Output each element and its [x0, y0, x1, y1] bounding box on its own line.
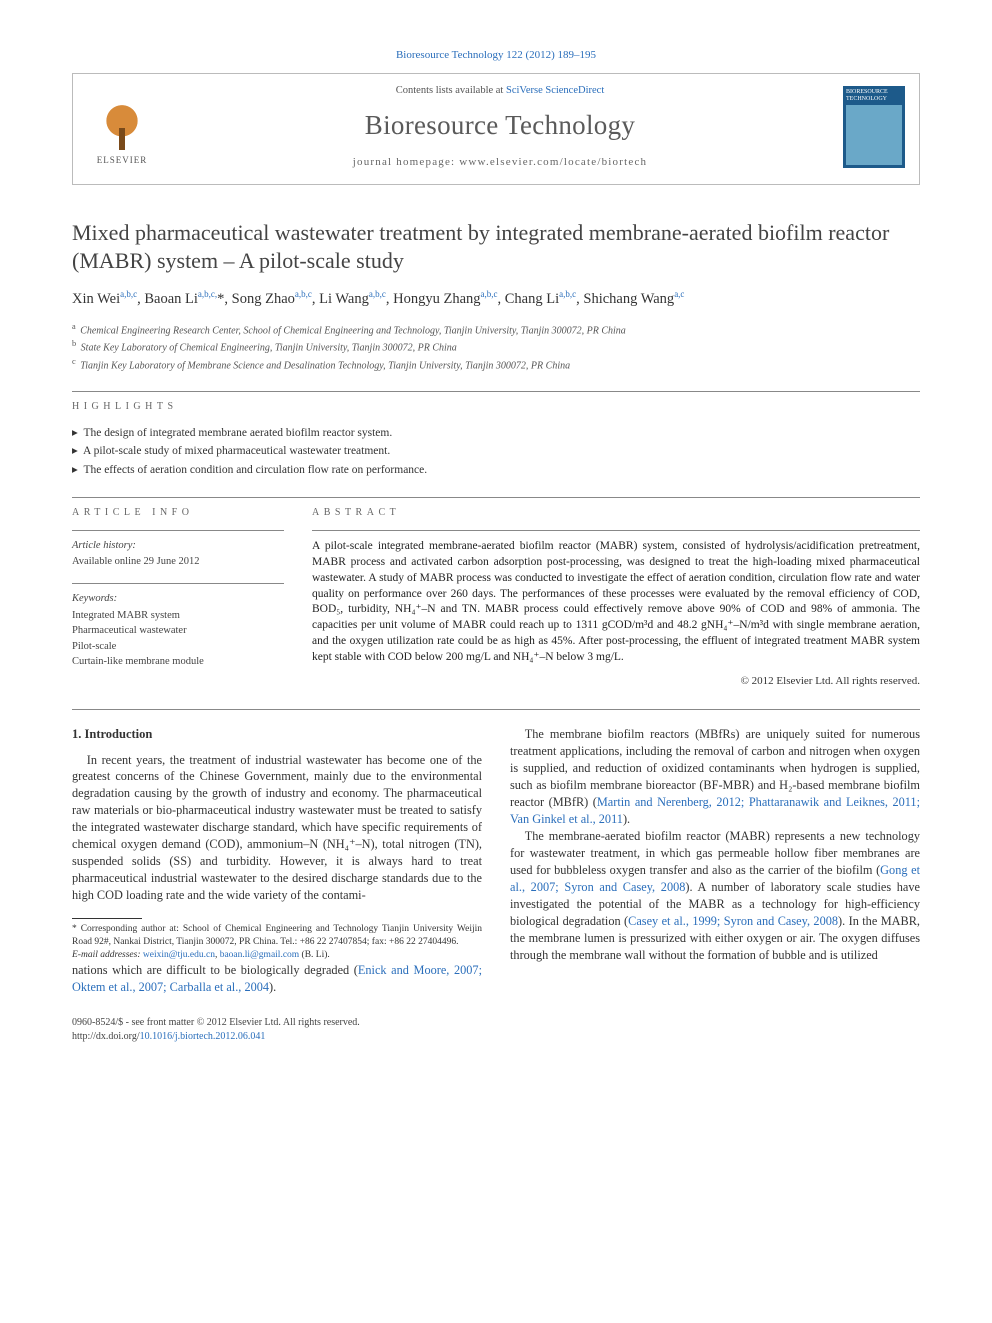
article-info-label: ARTICLE INFO [72, 506, 284, 520]
journal-header: ELSEVIER Contents lists available at Sci… [72, 73, 920, 185]
journal-name: Bioresource Technology [171, 107, 829, 145]
highlights-label: HIGHLIGHTS [72, 400, 920, 414]
contents-line: Contents lists available at SciVerse Sci… [171, 84, 829, 99]
email-tail: (B. Li). [299, 950, 330, 960]
rule [72, 391, 920, 392]
abstract-copyright: © 2012 Elsevier Ltd. All rights reserved… [312, 674, 920, 689]
affiliation-line: c Tianjin Key Laboratory of Membrane Sci… [72, 356, 920, 373]
keyword-item: Pharmaceutical wastewater [72, 623, 284, 638]
triangle-icon: ▸ [72, 427, 78, 439]
elsevier-logo-text: ELSEVIER [97, 154, 148, 167]
citation-link[interactable]: Bioresource Technology 122 (2012) 189–19… [396, 49, 596, 61]
journal-homepage: journal homepage: www.elsevier.com/locat… [171, 155, 829, 170]
body-columns: 1. Introduction In recent years, the tre… [72, 726, 920, 995]
footnote-separator [72, 918, 142, 919]
cover-image-icon [846, 105, 902, 166]
authors-line: Xin Weia,b,c, Baoan Lia,b,c,*, Song Zhao… [72, 288, 920, 311]
triangle-icon: ▸ [72, 464, 78, 476]
highlights-list: ▸ The design of integrated membrane aera… [72, 424, 920, 479]
contents-prefix: Contents lists available at [396, 85, 506, 96]
intro-heading: 1. Introduction [72, 726, 482, 743]
rule [312, 530, 920, 531]
keyword-item: Pilot-scale [72, 639, 284, 654]
article-title: Mixed pharmaceutical wastewater treatmen… [72, 219, 920, 274]
doi-label: http://dx.doi.org/ [72, 1031, 140, 1042]
email-link-2[interactable]: baoan.li@gmail.com [220, 950, 299, 960]
keyword-item: Curtain-like membrane module [72, 654, 284, 669]
rule [72, 530, 284, 531]
highlight-item: ▸ The effects of aeration condition and … [72, 461, 920, 479]
abstract-text: A pilot-scale integrated membrane-aerate… [312, 539, 920, 666]
rule [72, 709, 920, 710]
rule [72, 583, 284, 584]
scidirect-link[interactable]: SciVerse ScienceDirect [506, 85, 604, 96]
highlight-item: ▸ The design of integrated membrane aera… [72, 424, 920, 442]
keywords-block: Keywords: Integrated MABR systemPharmace… [72, 592, 284, 669]
keywords-heading: Keywords: [72, 592, 284, 607]
triangle-icon: ▸ [72, 445, 78, 457]
history-heading: Article history: [72, 539, 284, 554]
elsevier-tree-icon [96, 100, 148, 152]
body-para-2: The membrane biofilm reactors (MBfRs) ar… [510, 726, 920, 828]
journal-cover-thumb: BIORESOURCE TECHNOLOGY [843, 86, 905, 168]
page-footer: 0960-8524/$ - see front matter © 2012 El… [72, 1016, 920, 1044]
front-matter-line: 0960-8524/$ - see front matter © 2012 El… [72, 1016, 920, 1030]
keyword-item: Integrated MABR system [72, 608, 284, 623]
rule [72, 497, 920, 498]
elsevier-logo: ELSEVIER [87, 88, 157, 166]
body-para-1: In recent years, the treatment of indust… [72, 752, 482, 905]
citation-line: Bioresource Technology 122 (2012) 189–19… [72, 48, 920, 63]
email-label: E-mail addresses: [72, 950, 143, 960]
footnotes: * Corresponding author at: School of Che… [72, 923, 482, 961]
ref-link[interactable]: Martin and Nerenberg, 2012; Phattaranawi… [510, 795, 920, 826]
history-text: Available online 29 June 2012 [72, 555, 284, 570]
doi-link[interactable]: 10.1016/j.biortech.2012.06.041 [140, 1031, 266, 1042]
article-history: Article history: Available online 29 Jun… [72, 539, 284, 569]
affiliation-line: b State Key Laboratory of Chemical Engin… [72, 338, 920, 355]
ref-link[interactable]: Enick and Moore, 2007; Oktem et al., 200… [72, 963, 482, 994]
email-line: E-mail addresses: weixin@tju.edu.cn, bao… [72, 949, 482, 962]
ref-link[interactable]: Gong et al., 2007; Syron and Casey, 2008 [510, 863, 920, 894]
body-para-1b: nations which are difficult to be biolog… [72, 962, 482, 996]
ref-link[interactable]: Casey et al., 1999; Syron and Casey, 200… [628, 914, 838, 928]
body-para-3: The membrane-aerated biofilm reactor (MA… [510, 828, 920, 964]
email-link-1[interactable]: weixin@tju.edu.cn [143, 950, 215, 960]
abstract-label: ABSTRACT [312, 506, 920, 520]
affiliation-line: a Chemical Engineering Research Center, … [72, 321, 920, 338]
highlight-item: ▸ A pilot-scale study of mixed pharmaceu… [72, 442, 920, 460]
cover-title: BIORESOURCE TECHNOLOGY [846, 89, 902, 102]
corresponding-author-note: * Corresponding author at: School of Che… [72, 923, 482, 949]
affiliations: a Chemical Engineering Research Center, … [72, 321, 920, 373]
